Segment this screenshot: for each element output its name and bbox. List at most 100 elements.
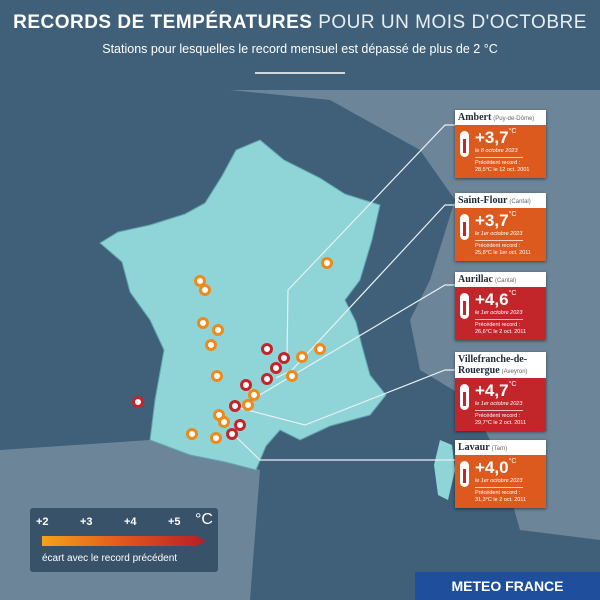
legend-tick: +5 (168, 516, 181, 528)
station-name: Saint-Flour (458, 195, 508, 206)
legend-caption: écart avec le record précédent (42, 553, 178, 564)
callout-body: +4,7°C le 1er octobre 2023 Précédent recor… (455, 378, 546, 431)
callout-header: Lavaur (Tarn) (455, 440, 546, 455)
anomaly-value: +4,0 (475, 458, 509, 477)
separator (475, 487, 523, 488)
station-marker (218, 416, 230, 428)
title-light: POUR UN MOIS D'OCTOBRE (318, 12, 587, 33)
station-marker (314, 343, 326, 355)
thermometer-icon (460, 131, 469, 157)
station-marker (321, 257, 333, 269)
thermometer-icon (460, 461, 469, 487)
station-marker (132, 396, 144, 408)
station-name: Lavaur (458, 442, 490, 453)
previous-record: 29,7°C le 2 oct. 2011 (475, 420, 527, 426)
legend-tick: +3 (80, 516, 93, 528)
previous-record: 31,3°C le 2 oct. 2011 (475, 497, 527, 503)
station-marker (296, 351, 308, 363)
anomaly-row: +4,7°C (475, 381, 543, 401)
anomaly-row: +3,7°C (475, 211, 543, 231)
station-marker (242, 399, 254, 411)
station-marker (212, 324, 224, 336)
callout-card: Aurillac (Cantal) +4,6°C le 1er octobre 20… (455, 272, 546, 340)
neighbor-land (0, 90, 600, 600)
station-marker (205, 339, 217, 351)
station-marker (199, 284, 211, 296)
station-marker (234, 419, 246, 431)
callout-header: Aurillac (Cantal) (455, 272, 546, 287)
station-marker (210, 432, 222, 444)
department: (Puy-de-Dôme) (493, 116, 535, 122)
previous-label: Précédent record : (475, 413, 521, 419)
record-date: le 8 octobre 2023 (475, 148, 518, 154)
thermometer-icon (460, 214, 469, 240)
legend-tick: +4 (124, 516, 137, 528)
anomaly-row: +4,0°C (475, 458, 543, 478)
station-marker (229, 400, 241, 412)
previous-record: 26,6°C le 2 oct. 2011 (475, 329, 527, 335)
record-date: le 1er octobre 2023 (475, 401, 523, 407)
callout-body: +3,7°C le 8 octobre 2023 Précédent record … (455, 125, 546, 178)
station-marker (211, 370, 223, 382)
legend-tick: +2 (36, 516, 49, 528)
callout-card: Villefranche-de-Rouergue (Aveyron) +4,7°C… (455, 352, 546, 431)
station-name: Aurillac (458, 274, 493, 285)
record-date: le 1er octobre 2023 (475, 478, 523, 484)
separator (475, 157, 523, 158)
separator (475, 240, 523, 241)
station-marker (248, 389, 260, 401)
station-markers (132, 257, 333, 444)
station-marker (261, 373, 273, 385)
record-date: le 1er octobre 2023 (475, 310, 523, 316)
department: (Cantal) (494, 278, 517, 284)
separator (475, 410, 523, 411)
previous-label: Précédent record : (475, 322, 521, 328)
callout-header: Saint-Flour (Cantal) (455, 193, 546, 208)
anomaly-value: +3,7 (475, 128, 509, 147)
thermometer-icon (460, 293, 469, 319)
previous-record: 28,5°C le 12 oct. 2001 (475, 167, 530, 173)
station-marker (278, 352, 290, 364)
station-marker (240, 379, 252, 391)
corsica (434, 440, 455, 500)
france (99, 139, 387, 471)
anomaly-value: +4,6 (475, 290, 509, 309)
anomaly-unit: °C (508, 290, 517, 297)
station-marker (186, 428, 198, 440)
thermometer-icon (460, 384, 469, 410)
legend-bar (42, 536, 206, 546)
previous-label: Précédent record : (475, 243, 521, 249)
previous-label: Précédent record : (475, 160, 521, 166)
station-marker (226, 428, 238, 440)
station-marker (194, 275, 206, 287)
department: (Aveyron) (501, 369, 528, 375)
anomaly-row: +3,7°C (475, 128, 543, 148)
callout-card: Saint-Flour (Cantal) +3,7°C le 1er octobre… (455, 193, 546, 261)
anomaly-unit: °C (508, 211, 517, 218)
anomaly-unit: °C (508, 128, 517, 135)
separator (475, 319, 523, 320)
anomaly-value: +4,7 (475, 381, 509, 400)
anomaly-row: +4,6°C (475, 290, 543, 310)
callout-header: Villefranche-de-Rouergue (Aveyron) (455, 352, 546, 378)
station-name: Ambert (458, 112, 492, 123)
callout-body: +3,7°C le 1er octobre 2023 Précédent recor… (455, 208, 546, 261)
callout-card: Ambert (Puy-de-Dôme) +3,7°C le 8 octobre 2… (455, 110, 546, 178)
legend-unit: °C (195, 511, 213, 528)
callout-body: +4,0°C le 1er octobre 2023 Précédent recor… (455, 455, 546, 508)
subtitle: Stations pour lesquelles le record mensu… (102, 42, 498, 56)
logo: METEO FRANCE (451, 578, 564, 594)
anomaly-value: +3,7 (475, 211, 509, 230)
callout-body: +4,6°C le 1er octobre 2023 Précédent recor… (455, 287, 546, 340)
logo-box (415, 572, 600, 600)
previous-record: 25,8°C le 1er oct. 2011 (475, 250, 531, 256)
station-name: Villefranche-de-Rouergue (458, 354, 528, 376)
anomaly-unit: °C (508, 458, 517, 465)
record-date: le 1er octobre 2023 (475, 231, 523, 237)
station-marker (261, 343, 273, 355)
department: (Tarn) (491, 446, 508, 452)
station-marker (270, 362, 282, 374)
previous-label: Précédent record : (475, 490, 521, 496)
